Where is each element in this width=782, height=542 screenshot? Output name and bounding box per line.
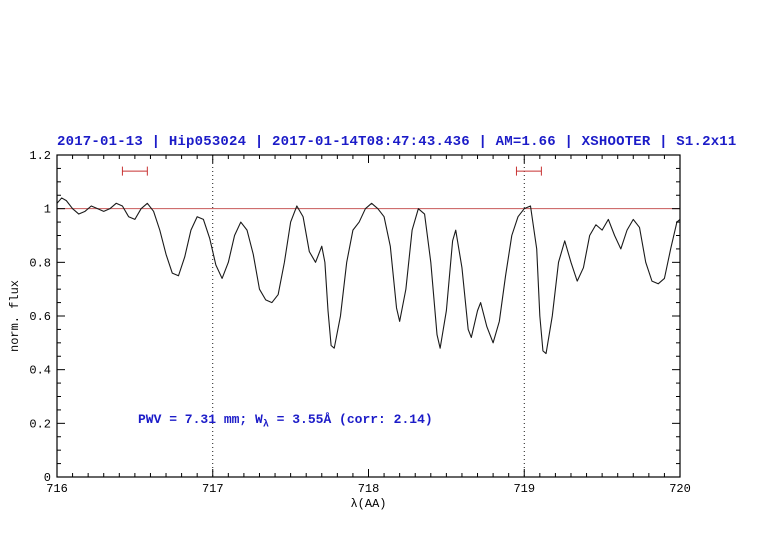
axis-tick-label: 0.4	[29, 364, 51, 378]
y-axis: 0 0.2 0.4 0.6 0.8 1 1.2	[29, 149, 680, 485]
lambda-subscript: λ	[262, 419, 269, 431]
range-marker	[515, 166, 542, 176]
axis-tick-label: 1	[44, 203, 51, 217]
spectrum-line	[56, 197, 681, 355]
axis-tick-label: 0.6	[29, 310, 51, 324]
dotted-vlines	[212, 155, 525, 477]
axis-tick-label: 1.2	[29, 149, 51, 163]
axis-labels: λ(AA) norm. flux	[8, 280, 387, 511]
axis-tick-label: 718	[358, 482, 380, 496]
axis-tick-label: 717	[202, 482, 224, 496]
axis-tick-label: 0.8	[29, 256, 51, 270]
y-axis-label: norm. flux	[8, 280, 22, 352]
range-marker	[121, 166, 148, 176]
range-markers	[121, 166, 542, 176]
axis-tick-label: 0	[44, 471, 51, 485]
axis-tick-label: 716	[46, 482, 68, 496]
axis-tick-label: 719	[513, 482, 535, 496]
axis-tick-label: 720	[669, 482, 691, 496]
annotation-post: = 3.55Å (corr: 2.14)	[268, 412, 433, 427]
plot-title: 2017-01-13 | Hip053024 | 2017-01-14T08:4…	[57, 134, 737, 150]
x-axis: 716 717 718 719 720	[46, 155, 691, 496]
annotation-pre: PWV = 7.31 mm; W	[138, 412, 263, 427]
x-axis-label: λ(AA)	[350, 497, 386, 511]
spectrum-path	[56, 197, 681, 355]
axis-tick-label: 0.2	[29, 417, 51, 431]
pwv-annotation: PWV = 7.31 mm; Wλ = 3.55Å (corr: 2.14)	[138, 412, 433, 431]
